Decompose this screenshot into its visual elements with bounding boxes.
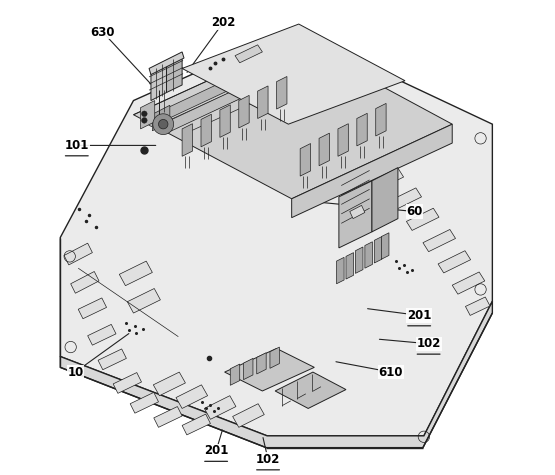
Polygon shape [365, 242, 372, 268]
Polygon shape [423, 229, 456, 252]
Polygon shape [140, 101, 155, 129]
Polygon shape [452, 272, 485, 294]
Polygon shape [276, 76, 287, 109]
Polygon shape [338, 124, 349, 156]
Polygon shape [406, 208, 439, 230]
Polygon shape [127, 288, 160, 313]
Polygon shape [355, 247, 363, 274]
Polygon shape [466, 297, 490, 315]
Polygon shape [230, 364, 240, 385]
Polygon shape [113, 372, 142, 393]
Polygon shape [220, 105, 230, 137]
Polygon shape [151, 60, 166, 101]
Text: 102: 102 [416, 337, 441, 350]
Polygon shape [270, 347, 279, 368]
Text: 202: 202 [211, 16, 235, 29]
Text: 201: 201 [407, 309, 431, 322]
Polygon shape [346, 253, 354, 279]
Polygon shape [371, 168, 403, 190]
Polygon shape [318, 108, 351, 130]
Polygon shape [153, 105, 170, 131]
Polygon shape [244, 359, 253, 380]
Polygon shape [182, 414, 210, 435]
Polygon shape [153, 372, 185, 396]
Polygon shape [149, 52, 184, 75]
Polygon shape [353, 148, 386, 170]
Text: 101: 101 [64, 139, 89, 152]
Polygon shape [60, 30, 492, 436]
Polygon shape [258, 86, 268, 118]
Text: 102: 102 [256, 453, 280, 466]
Polygon shape [88, 324, 116, 345]
Polygon shape [275, 372, 346, 408]
Polygon shape [372, 168, 398, 232]
Polygon shape [60, 301, 492, 447]
Text: 201: 201 [204, 445, 228, 457]
Polygon shape [381, 233, 389, 259]
Polygon shape [374, 237, 382, 263]
Text: 610: 610 [379, 366, 403, 379]
Polygon shape [133, 40, 452, 199]
Polygon shape [292, 124, 452, 218]
Polygon shape [336, 128, 368, 150]
Polygon shape [155, 53, 324, 133]
Text: 10: 10 [67, 366, 83, 379]
Polygon shape [350, 205, 365, 218]
Polygon shape [166, 53, 182, 93]
Polygon shape [154, 407, 182, 428]
Circle shape [159, 119, 168, 129]
Polygon shape [438, 251, 471, 273]
Polygon shape [182, 24, 405, 124]
Circle shape [153, 114, 174, 134]
Polygon shape [176, 385, 208, 408]
Polygon shape [233, 404, 264, 428]
Circle shape [142, 117, 147, 123]
Polygon shape [98, 349, 127, 370]
Text: 620: 620 [291, 49, 316, 62]
Polygon shape [336, 257, 344, 284]
Polygon shape [357, 114, 367, 146]
Text: 630: 630 [90, 26, 115, 38]
Polygon shape [389, 188, 422, 210]
Polygon shape [257, 353, 266, 374]
Polygon shape [339, 181, 372, 248]
Polygon shape [319, 133, 330, 166]
Polygon shape [235, 45, 263, 63]
Polygon shape [225, 349, 314, 391]
Polygon shape [376, 104, 386, 136]
Polygon shape [78, 298, 107, 319]
Polygon shape [204, 396, 236, 419]
Polygon shape [140, 46, 310, 126]
Polygon shape [239, 95, 249, 128]
Polygon shape [300, 143, 311, 176]
Polygon shape [70, 272, 99, 293]
Polygon shape [182, 124, 193, 156]
Text: 60: 60 [406, 205, 422, 218]
Polygon shape [119, 261, 153, 285]
Polygon shape [64, 243, 92, 265]
Circle shape [142, 111, 147, 116]
Polygon shape [201, 114, 211, 147]
Polygon shape [130, 392, 159, 413]
